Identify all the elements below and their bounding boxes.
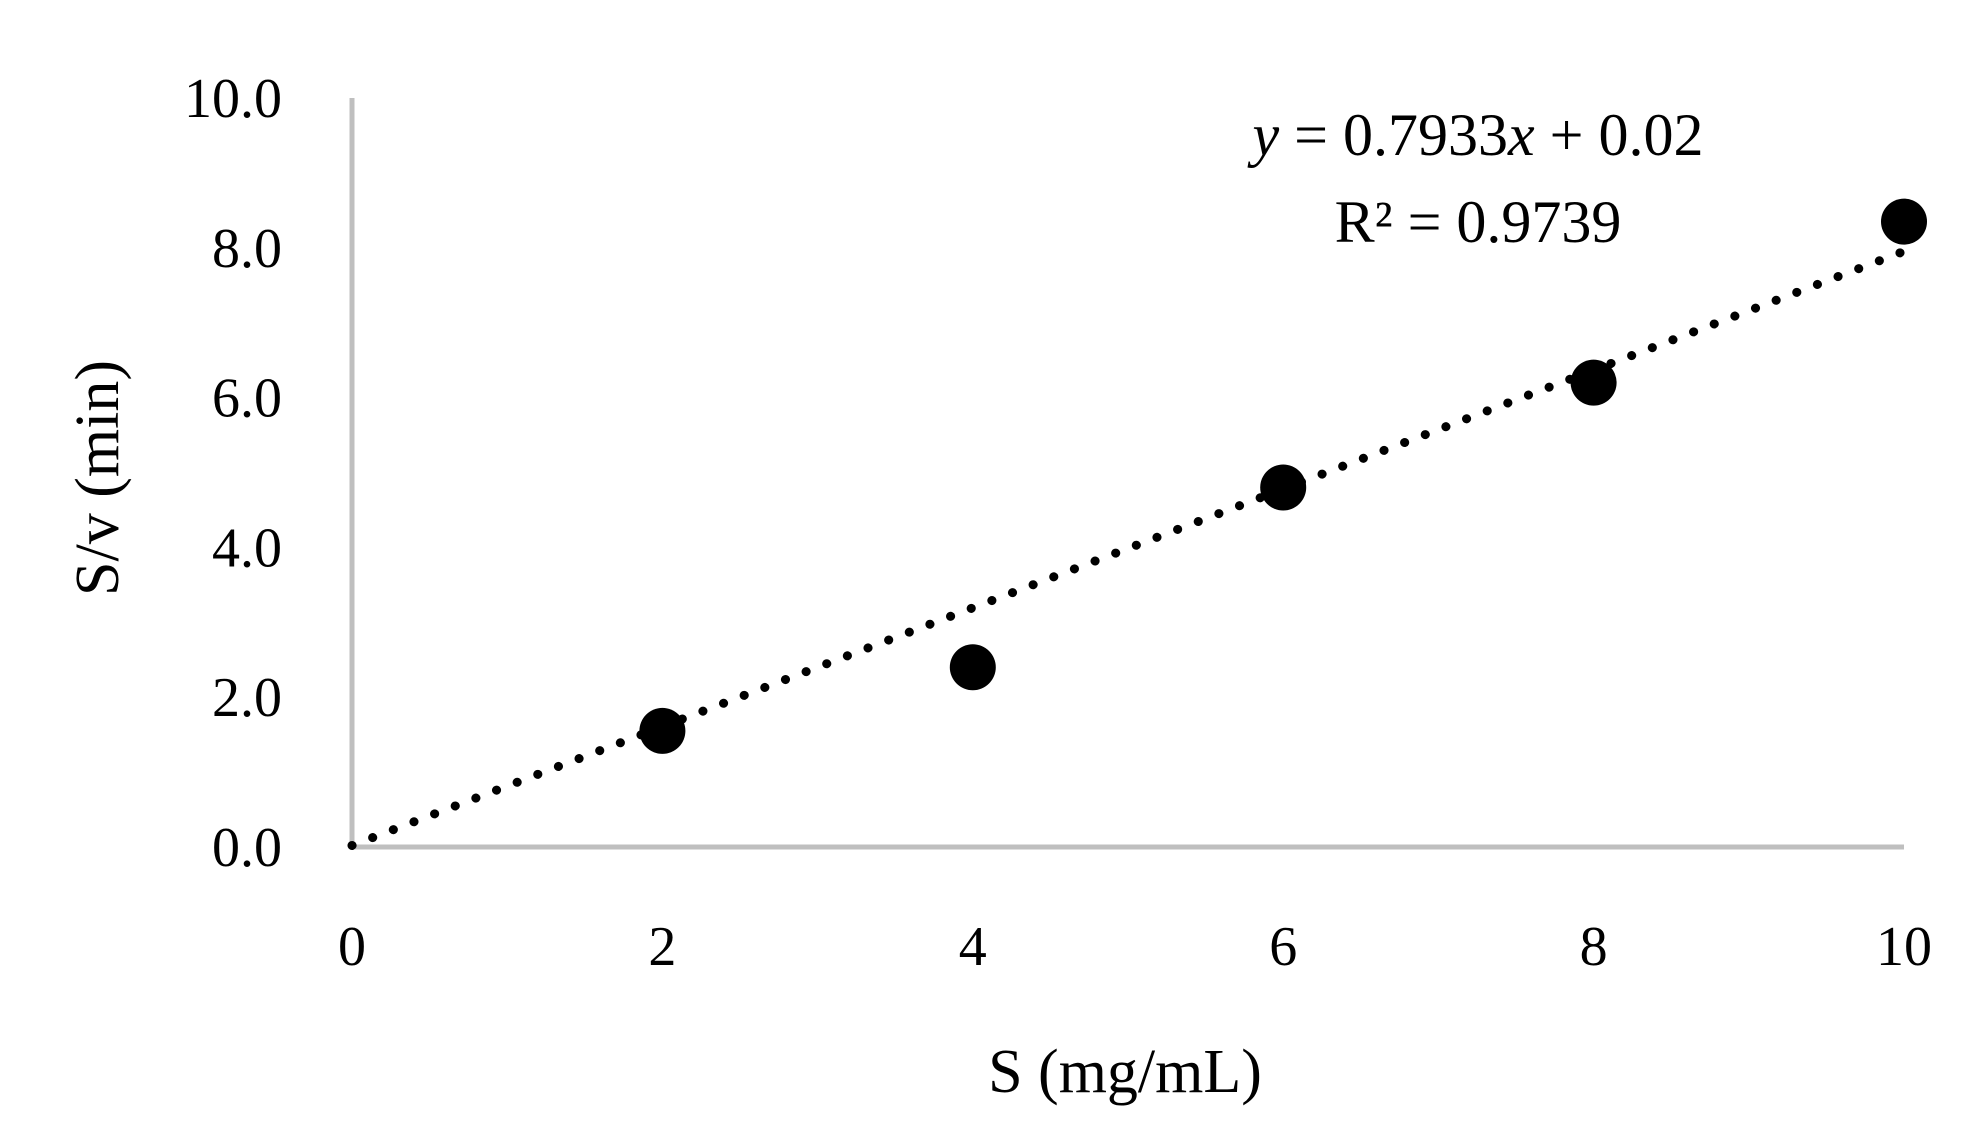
equation-x-var: x <box>1507 102 1535 168</box>
equation-slope: = 0.7933 <box>1279 102 1508 168</box>
x-tick-label: 4 <box>959 916 987 978</box>
trendline-equation: y = 0.7933x + 0.02 <box>1247 102 1704 168</box>
r-squared-label: R² = 0.9739 <box>1335 189 1622 255</box>
data-point <box>1260 464 1307 511</box>
data-points <box>639 198 1927 754</box>
axes <box>349 98 1904 850</box>
x-tick-label: 6 <box>1269 916 1297 978</box>
equation-intercept: + 0.02 <box>1535 102 1704 168</box>
data-point <box>1881 198 1927 245</box>
y-tick-label: 4.0 <box>212 517 282 579</box>
trendline-layer <box>347 246 1909 851</box>
data-point <box>949 644 996 691</box>
y-tick-label: 6.0 <box>212 368 282 430</box>
x-axis-title: S (mg/mL) <box>988 1038 1262 1106</box>
y-axis-title: S/v (min) <box>64 360 132 596</box>
trendline <box>347 246 1909 851</box>
x-tick-label: 2 <box>648 916 676 978</box>
x-tick-label: 10 <box>1876 916 1932 978</box>
y-tick-label: 0.0 <box>212 817 282 879</box>
tick-labels: 0 2 4 6 8 10 0.0 2.0 4.0 6.0 8.0 10.0 <box>184 68 1932 978</box>
y-tick-label: 10.0 <box>184 68 282 130</box>
x-tick-label: 0 <box>338 916 366 978</box>
x-tick-label: 8 <box>1580 916 1608 978</box>
data-point <box>1570 359 1617 406</box>
equation-y-var: y <box>1247 102 1280 168</box>
y-tick-label: 2.0 <box>212 667 282 729</box>
y-tick-label: 8.0 <box>212 218 282 280</box>
data-point <box>639 707 686 754</box>
